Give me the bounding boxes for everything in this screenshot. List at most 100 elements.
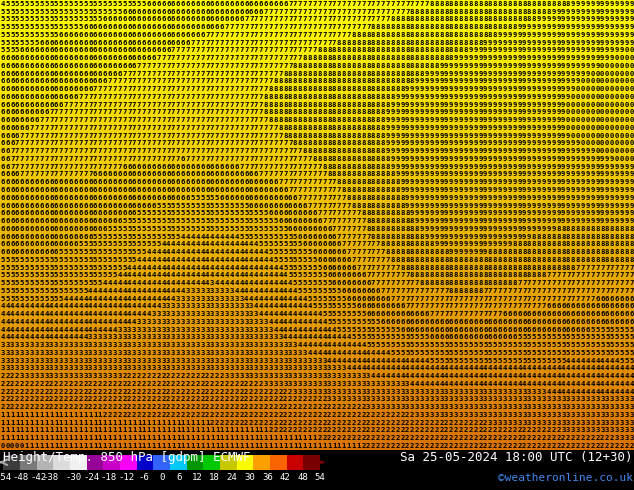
Text: 6: 6: [235, 195, 239, 201]
Text: 8: 8: [322, 78, 327, 84]
Text: 7: 7: [347, 249, 351, 255]
Text: 9: 9: [561, 71, 566, 76]
Text: 6: 6: [615, 311, 619, 317]
Text: 8: 8: [351, 187, 356, 193]
Text: 6: 6: [83, 210, 87, 216]
Text: 8: 8: [590, 241, 595, 247]
Text: 3: 3: [103, 342, 107, 348]
Text: 7: 7: [166, 78, 171, 84]
Text: 9: 9: [600, 16, 604, 23]
Text: 1: 1: [186, 427, 190, 434]
Text: 0: 0: [595, 71, 600, 76]
Text: 4: 4: [366, 350, 370, 356]
Text: 6: 6: [63, 187, 68, 193]
Text: 8: 8: [512, 257, 517, 263]
Text: 9: 9: [619, 40, 624, 46]
Text: 8: 8: [361, 78, 366, 84]
Text: 3: 3: [268, 373, 273, 379]
Text: 1: 1: [161, 435, 165, 441]
Text: 8: 8: [395, 241, 399, 247]
Text: 7: 7: [244, 156, 249, 162]
Text: 7: 7: [595, 280, 600, 286]
Text: 4: 4: [600, 389, 604, 394]
Text: 6: 6: [195, 179, 200, 185]
Text: 6: 6: [200, 172, 205, 177]
Text: 7: 7: [141, 63, 146, 69]
Text: 8: 8: [576, 249, 580, 255]
Text: 5: 5: [337, 288, 341, 294]
Text: 9: 9: [552, 218, 556, 224]
Text: 5: 5: [34, 288, 39, 294]
Text: 3: 3: [327, 381, 332, 387]
Text: 9: 9: [503, 63, 507, 69]
Text: 8: 8: [332, 172, 336, 177]
Text: 2: 2: [44, 396, 49, 402]
Text: 3: 3: [235, 295, 239, 301]
Text: 6: 6: [112, 32, 117, 38]
Text: 7: 7: [112, 148, 117, 154]
Text: 3: 3: [474, 389, 477, 394]
Text: 9: 9: [556, 48, 560, 53]
Text: 7: 7: [44, 133, 49, 139]
Text: 8: 8: [371, 63, 375, 69]
Text: 5: 5: [83, 1, 87, 7]
Text: 6: 6: [166, 40, 171, 46]
Text: 7: 7: [171, 156, 176, 162]
Text: 5: 5: [429, 342, 434, 348]
Text: 7: 7: [395, 295, 399, 301]
Text: 7: 7: [327, 187, 332, 193]
Text: 4: 4: [254, 265, 258, 270]
Text: 7: 7: [361, 218, 366, 224]
Text: 6: 6: [5, 125, 10, 131]
Text: 3: 3: [59, 342, 63, 348]
Text: 9: 9: [512, 141, 517, 147]
Text: 5: 5: [556, 350, 560, 356]
Text: 6: 6: [171, 187, 176, 193]
Text: 9: 9: [395, 94, 399, 100]
Text: 1: 1: [190, 419, 195, 426]
Text: 6: 6: [181, 172, 185, 177]
Text: 4: 4: [522, 366, 526, 371]
Text: 9: 9: [522, 226, 526, 232]
Text: 4: 4: [605, 358, 609, 364]
Text: 7: 7: [98, 156, 102, 162]
Text: 2: 2: [68, 381, 73, 387]
Text: 3: 3: [332, 366, 336, 371]
Text: 9: 9: [444, 164, 448, 170]
Text: 9: 9: [498, 226, 502, 232]
Text: 7: 7: [220, 48, 224, 53]
Text: 5: 5: [537, 334, 541, 341]
Text: 5: 5: [337, 295, 341, 301]
Text: 4: 4: [347, 350, 351, 356]
Text: 7: 7: [512, 303, 517, 309]
Text: 4: 4: [268, 303, 273, 309]
Text: 6: 6: [161, 24, 165, 30]
Text: 0: 0: [600, 133, 604, 139]
Text: 4: 4: [54, 319, 58, 325]
Text: 3: 3: [171, 311, 176, 317]
Text: 7: 7: [127, 133, 131, 139]
Text: 7: 7: [342, 218, 346, 224]
Text: 9: 9: [507, 125, 512, 131]
Text: 4: 4: [264, 295, 268, 301]
Text: 3: 3: [63, 366, 68, 371]
Text: 1: 1: [307, 435, 312, 441]
Text: 3: 3: [590, 412, 595, 418]
Text: 8: 8: [356, 71, 361, 76]
Text: 7: 7: [254, 141, 258, 147]
Text: 7: 7: [483, 295, 488, 301]
Text: 0: 0: [615, 78, 619, 84]
Text: 4: 4: [0, 327, 4, 333]
Text: 4: 4: [152, 280, 156, 286]
Text: 8: 8: [361, 187, 366, 193]
Text: 6: 6: [235, 9, 239, 15]
Text: 5: 5: [244, 234, 249, 240]
Text: 2: 2: [463, 435, 468, 441]
Text: 2: 2: [469, 435, 473, 441]
Text: 9: 9: [463, 141, 468, 147]
Text: 9: 9: [507, 187, 512, 193]
Text: 7: 7: [581, 280, 585, 286]
Text: 8: 8: [547, 9, 551, 15]
Text: 6: 6: [54, 94, 58, 100]
Text: 8: 8: [493, 249, 497, 255]
